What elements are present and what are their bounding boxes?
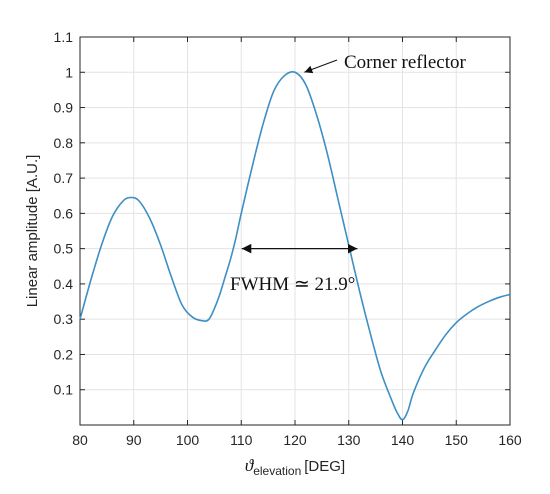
x-tick-label: 150 — [445, 432, 469, 448]
x-tick-label: 160 — [498, 432, 522, 448]
x-tick-label: 80 — [72, 432, 88, 448]
x-axis-label-symbol: ϑ — [245, 456, 255, 475]
y-tick-label: 0.8 — [54, 135, 74, 151]
x-axis-label: ϑelevation [DEG] — [245, 456, 345, 478]
y-tick-label: 0.4 — [54, 276, 74, 292]
y-tick-label: 1 — [65, 64, 73, 80]
y-axis-ticks: 0.1 0.2 0.3 0.4 0.5 0.6 0.7 0.8 0.9 1 1.1 — [54, 29, 510, 398]
y-tick-label: 0.3 — [54, 311, 74, 327]
annotations: FWHM ≃ 21.9° Corner reflector — [230, 52, 467, 295]
y-tick-label: 1.1 — [54, 29, 74, 45]
series-line — [79, 70, 511, 421]
x-tick-label: 120 — [283, 432, 307, 448]
y-tick-label: 0.9 — [54, 100, 74, 116]
y-tick-label: 0.7 — [54, 170, 74, 186]
y-tick-label: 0.2 — [54, 346, 74, 362]
y-tick-label: 0.6 — [54, 205, 74, 221]
x-axis-label-subscript: elevation — [253, 464, 301, 478]
x-axis-ticks: 80 90 100 110 120 130 140 150 160 — [72, 37, 522, 448]
y-axis-label: Linear amplitude [A.U.] — [24, 155, 41, 308]
peak-pointer-arrow — [304, 59, 338, 74]
peak-label: Corner reflector — [344, 52, 467, 73]
y-tick-label: 0.1 — [54, 382, 74, 398]
x-tick-label: 140 — [391, 432, 415, 448]
x-tick-label: 90 — [126, 432, 142, 448]
x-tick-label: 100 — [176, 432, 200, 448]
x-tick-label: 130 — [337, 432, 361, 448]
fwhm-label: FWHM ≃ 21.9° — [230, 274, 355, 295]
x-tick-label: 110 — [230, 432, 253, 448]
y-tick-label: 0.5 — [54, 241, 74, 257]
x-axis-label-unit: [DEG] — [304, 458, 345, 475]
